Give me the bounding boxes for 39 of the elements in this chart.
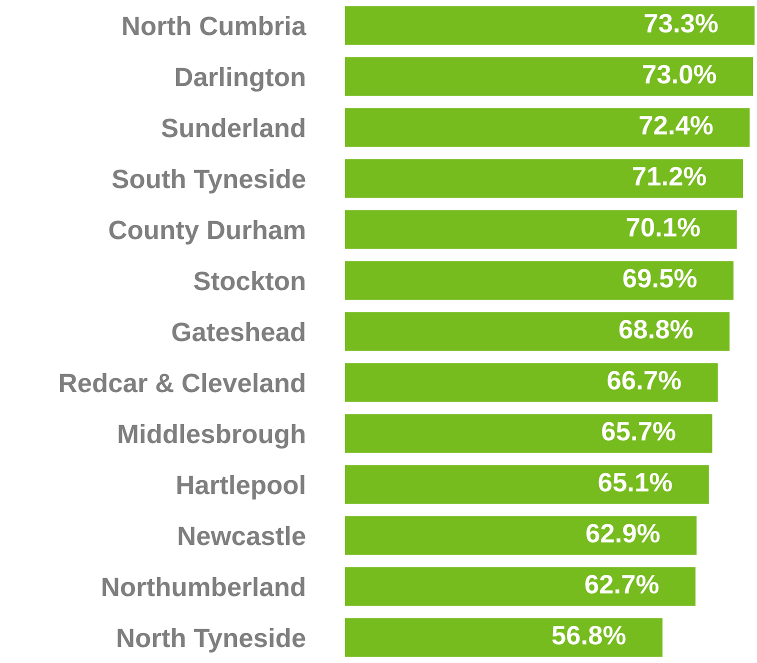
data-label: 71.2% — [633, 166, 706, 186]
y-tick-label: Darlington — [176, 66, 304, 92]
y-tick-label: South Tyneside — [112, 168, 306, 194]
data-label: 65.1% — [598, 472, 672, 492]
y-tick-label: Newcastle — [178, 526, 306, 546]
y-tick-label: Hartlepool — [177, 474, 304, 500]
data-label: 68.8% — [619, 320, 693, 339]
data-label: 69.5% — [623, 268, 697, 288]
bar — [345, 159, 743, 198]
bar — [345, 414, 712, 453]
bar — [345, 567, 696, 606]
data-label: 73.0% — [643, 64, 716, 84]
data-label: 65.7% — [602, 422, 676, 441]
y-tick-label: Gateshead — [172, 322, 304, 342]
data-label: 73.3% — [644, 14, 718, 33]
bar — [345, 312, 730, 351]
y-tick-label: Redcar & Cleveland — [60, 372, 304, 392]
bar — [345, 108, 750, 147]
bar — [345, 618, 662, 657]
data-label: 62.9% — [586, 524, 660, 543]
data-label: 66.7% — [608, 370, 681, 390]
bar — [345, 465, 709, 504]
y-tick-label: North Tyneside — [118, 628, 306, 653]
y-tick-label: County Durham — [109, 220, 304, 245]
data-label: 72.4% — [640, 116, 713, 135]
data-label: 70.1% — [626, 218, 700, 237]
y-tick-label: North Cumbria — [123, 16, 306, 36]
data-label: 56.8% — [552, 626, 626, 645]
bar — [345, 210, 737, 249]
bar — [345, 57, 754, 96]
bar — [345, 363, 718, 402]
y-tick-label: Northumberland — [102, 576, 304, 596]
bar — [345, 6, 755, 45]
y-tick-label: Sunderland — [162, 118, 304, 138]
y-tick-label: Middlesbrough — [118, 424, 304, 449]
y-tick-label: Stockton — [194, 270, 304, 290]
bar — [345, 516, 697, 555]
bar — [345, 261, 734, 300]
data-label: 62.7% — [585, 574, 658, 594]
